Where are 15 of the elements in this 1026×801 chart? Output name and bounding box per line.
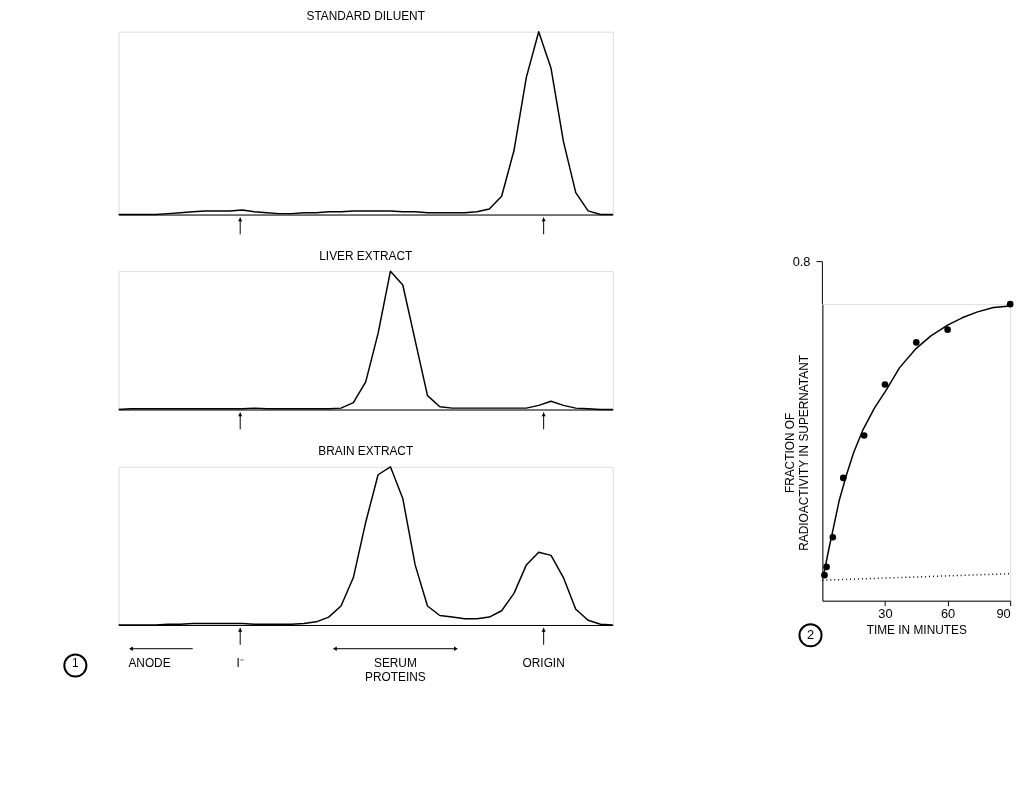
- text: ORIGIN: [522, 656, 565, 671]
- text: I⁻: [236, 656, 244, 671]
- text: 2: [806, 627, 815, 643]
- chart-title: LIVER EXTRACT: [319, 248, 413, 263]
- text: ANODE: [128, 656, 171, 671]
- text: 1: [72, 656, 80, 671]
- text: 0.8: [792, 253, 811, 269]
- x-tick-label: 60: [940, 605, 956, 621]
- x-tick-label: 30: [878, 605, 893, 621]
- text: SERUM PROTEINS: [365, 656, 426, 685]
- x-tick-label: 90: [996, 605, 1011, 621]
- x-axis-title: TIME IN MINUTES: [866, 622, 967, 637]
- y-axis-title: FRACTION OF RADIOACTIVITY IN SUPERNATANT: [783, 355, 812, 551]
- chart-title: BRAIN EXTRACT: [318, 444, 414, 459]
- chart-title: STANDARD DILUENT: [306, 9, 425, 24]
